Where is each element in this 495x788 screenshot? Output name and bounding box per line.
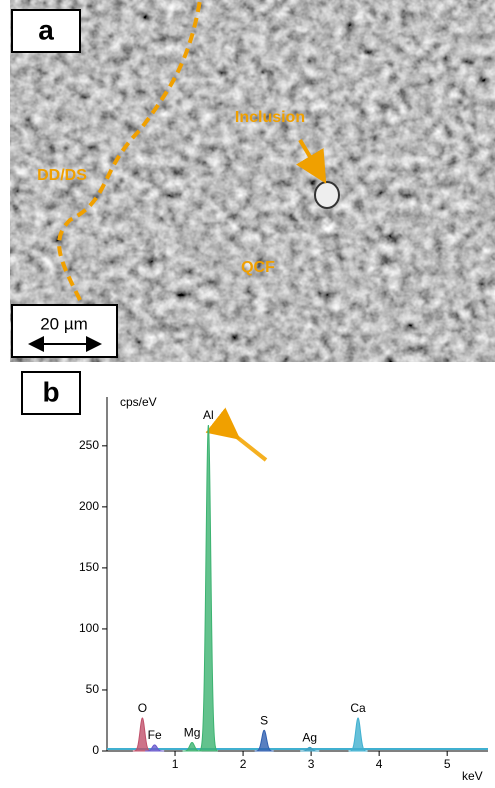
- annotation: DD/DS: [37, 167, 87, 184]
- peak-label: Ag: [302, 731, 317, 745]
- sem-image: a Inclusion DD/DS QCF 20 µm: [10, 0, 495, 362]
- figure: a Inclusion DD/DS QCF 20 µm b cps/eV keV…: [0, 0, 495, 783]
- peak: [349, 718, 368, 751]
- panel-label: a: [38, 14, 54, 45]
- y-tick-label: 0: [92, 743, 99, 757]
- annotation: Inclusion: [235, 109, 305, 126]
- x-axis-label: keV: [462, 769, 483, 783]
- peak-label: S: [260, 713, 268, 727]
- x-tick-label: 4: [376, 757, 383, 771]
- y-tick-label: 250: [79, 438, 99, 452]
- y-tick-label: 150: [79, 560, 99, 574]
- x-tick-label: 3: [308, 757, 315, 771]
- peak-label: Ca: [350, 701, 366, 715]
- peak: [255, 730, 274, 751]
- x-tick-label: 2: [240, 757, 247, 771]
- scale-bar-label: 20 µm: [40, 314, 88, 333]
- annotation: QCF: [241, 259, 275, 276]
- x-tick-label: 5: [444, 757, 451, 771]
- peak-label: Al: [203, 408, 214, 422]
- peak: [199, 425, 218, 751]
- y-tick-label: 200: [79, 499, 99, 513]
- y-tick-label: 50: [86, 682, 100, 696]
- x-tick-label: 1: [172, 757, 179, 771]
- peak-label: Fe: [148, 728, 162, 742]
- y-axis-label: cps/eV: [120, 395, 157, 409]
- panel-label: b: [42, 376, 59, 407]
- arrow: [228, 430, 266, 460]
- peak-label: Mg: [184, 726, 201, 740]
- y-tick-label: 100: [79, 621, 99, 635]
- spectrum-plot: 0 50 100 150 200 250 1 2 3 4 5 OFe Mg Al S Ag Ca: [79, 397, 488, 771]
- peak-label: O: [138, 701, 147, 715]
